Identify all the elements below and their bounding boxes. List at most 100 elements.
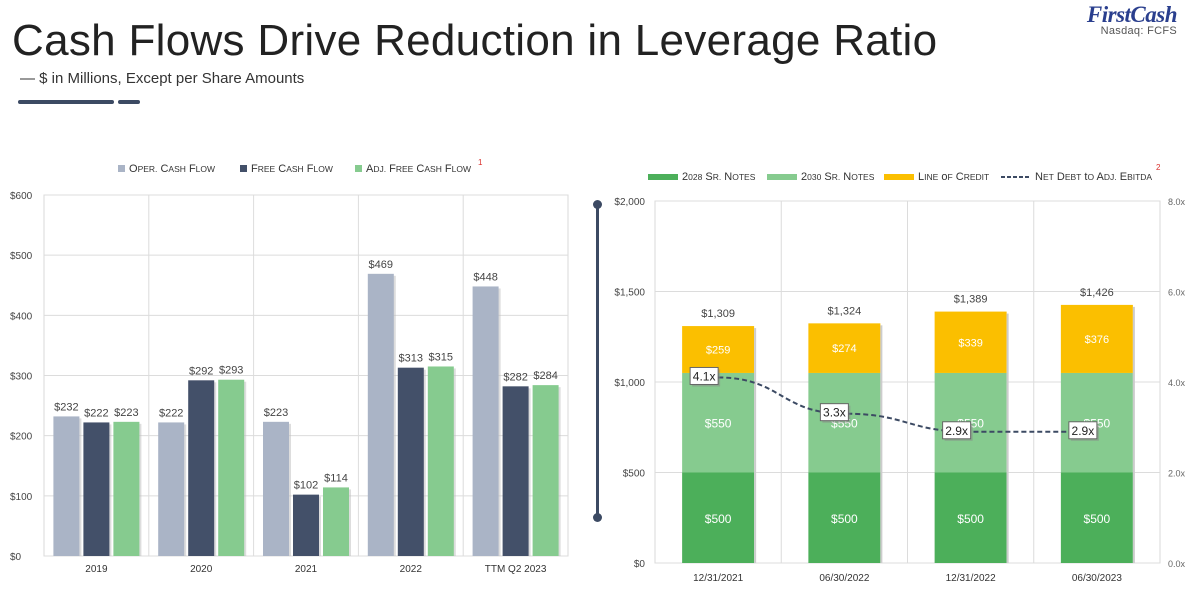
leverage-label: 4.1x — [693, 369, 716, 383]
left-legend-footnote: 1 — [478, 158, 483, 167]
right-segment-label: $376 — [1085, 334, 1109, 346]
left-bar-oper-cash-flow-ttm-q2-2023 — [472, 286, 499, 556]
left-legend-swatch — [240, 165, 247, 172]
left-bar-adj-free-cash-flow-2019 — [113, 421, 140, 556]
right-y-tick-label: $2,000 — [614, 197, 645, 208]
left-data-label: $313 — [399, 353, 423, 365]
left-data-label: $114 — [324, 472, 348, 484]
left-x-tick-label: 2022 — [400, 564, 423, 575]
left-data-label: $222 — [84, 407, 108, 419]
left-y-tick-label: $0 — [10, 552, 22, 563]
right-bar-2028-sr-notes-12-31-2022 — [934, 472, 1007, 563]
right-total-label: $1,309 — [701, 308, 735, 320]
right-legend-label: 2030 SR. NOTES — [801, 171, 875, 183]
right-segment-label: $339 — [958, 337, 982, 349]
left-x-tick-label: TTM Q2 2023 — [485, 564, 547, 575]
leverage-label: 2.9x — [1072, 424, 1095, 438]
left-data-label: $284 — [533, 370, 557, 382]
right-total-label: $1,389 — [954, 294, 988, 306]
chart-divider-cap-top — [593, 200, 602, 209]
left-legend-label: FREE CASH FLOW — [251, 163, 333, 175]
left-data-label: $223 — [114, 407, 138, 419]
right-y2-tick-label: 8.0x — [1168, 197, 1186, 207]
leverage-label-box — [819, 403, 849, 422]
right-legend-swatch — [648, 174, 678, 180]
left-x-tick-label: 2019 — [85, 564, 108, 575]
left-data-label: $282 — [503, 371, 527, 383]
right-legend-swatch — [767, 174, 797, 180]
left-bar-free-cash-flow-2021 — [293, 494, 319, 556]
left-y-tick-label: $300 — [10, 372, 33, 383]
right-total-label: $1,426 — [1080, 287, 1114, 299]
left-bar-oper-cash-flow-2020 — [158, 422, 185, 556]
right-legend-label: 2028 SR. NOTES — [682, 171, 756, 183]
left-bar-free-cash-flow-2020 — [188, 380, 215, 556]
right-bar-line-of-credit-12-31-2022 — [934, 311, 1007, 373]
chart-divider — [596, 205, 599, 518]
right-y2-tick-label: 0.0x — [1168, 559, 1186, 569]
left-legend-swatch — [118, 165, 125, 172]
leverage-line — [718, 376, 1097, 433]
left-data-label: $292 — [189, 365, 213, 377]
page-title: Cash Flows Drive Reduction in Leverage R… — [12, 16, 938, 65]
right-x-tick-label: 12/31/2022 — [946, 573, 996, 584]
right-y-tick-label: $1,500 — [614, 288, 645, 299]
left-bar-oper-cash-flow-2019 — [53, 416, 80, 556]
left-bar-adj-free-cash-flow-2021 — [323, 487, 349, 556]
right-legend-footnote: 2 — [1156, 163, 1161, 172]
right-bar-2030-sr-notes-12-31-2021 — [682, 372, 755, 473]
right-y2-tick-label: 2.0x — [1168, 469, 1186, 479]
logo-wordmark: FirstCash — [1086, 2, 1178, 27]
right-y2-tick-label: 4.0x — [1168, 378, 1186, 388]
right-y-tick-label: $500 — [623, 469, 646, 480]
right-segment-label: $500 — [831, 512, 858, 526]
right-segment-label: $500 — [1084, 512, 1111, 526]
left-data-label: $102 — [294, 480, 318, 492]
left-y-tick-label: $400 — [10, 311, 33, 322]
right-x-tick-label: 06/30/2022 — [819, 573, 869, 584]
title-underline-long — [18, 100, 114, 104]
right-bar-2028-sr-notes-06-30-2022 — [808, 472, 881, 563]
right-segment-label: $500 — [957, 512, 984, 526]
ticker-label: Nasdaq: FCFS — [1100, 25, 1177, 37]
right-y2-tick-label: 6.0x — [1168, 288, 1186, 298]
left-legend-label: OPER. CASH FLOW — [129, 163, 215, 175]
right-segment-label: $550 — [705, 417, 732, 431]
leverage-label-box — [1068, 421, 1098, 440]
right-segment-label: $259 — [706, 345, 730, 357]
right-total-label: $1,324 — [828, 305, 862, 317]
leverage-label: 3.3x — [823, 406, 846, 420]
leverage-label-box — [689, 366, 719, 385]
title-underline-short — [118, 100, 140, 104]
left-y-tick-label: $500 — [10, 251, 33, 262]
right-bar-line-of-credit-06-30-2023 — [1060, 304, 1133, 373]
left-data-label: $232 — [54, 401, 78, 413]
right-legend-label: NET DEBT tO ADJ. EBITDA — [1035, 171, 1152, 183]
left-bar-free-cash-flow-ttm-q2-2023 — [502, 386, 529, 556]
right-bar-shadow — [1132, 306, 1135, 563]
page-subtitle: — $ in Millions, Except per Share Amount… — [20, 70, 305, 87]
right-bar-2030-sr-notes-06-30-2022 — [808, 372, 881, 473]
chart-divider-cap-bottom — [593, 513, 602, 522]
right-bar-shadow — [1006, 313, 1009, 563]
left-data-label: $223 — [264, 407, 288, 419]
right-bar-2028-sr-notes-06-30-2023 — [1060, 472, 1133, 563]
left-legend-swatch — [355, 165, 362, 172]
left-bar-free-cash-flow-2022 — [397, 367, 424, 556]
right-y-tick-label: $1,000 — [614, 378, 645, 389]
left-bar-oper-cash-flow-2022 — [367, 273, 394, 556]
company-logo: FirstCash Nasdaq: FCFS — [1086, 2, 1178, 37]
right-bar-2028-sr-notes-12-31-2021 — [682, 472, 755, 563]
left-y-tick-label: $600 — [10, 191, 33, 202]
right-bar-shadow — [754, 328, 757, 563]
left-bar-free-cash-flow-2019 — [83, 422, 110, 556]
right-segment-label: $500 — [705, 512, 732, 526]
right-x-tick-label: 12/31/2021 — [693, 573, 743, 584]
left-data-label: $222 — [159, 407, 183, 419]
left-y-tick-label: $100 — [10, 492, 33, 503]
right-bar-line-of-credit-06-30-2022 — [808, 323, 881, 373]
right-bar-shadow — [880, 325, 883, 563]
left-data-label: $469 — [369, 259, 393, 271]
left-bar-oper-cash-flow-2021 — [263, 421, 289, 556]
